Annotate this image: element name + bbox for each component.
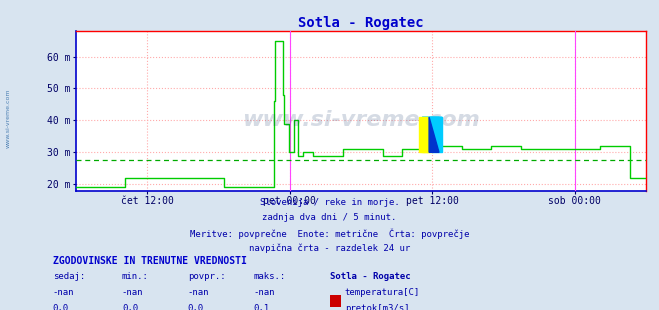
Text: 0,1: 0,1 [254, 304, 270, 310]
Text: -nan: -nan [53, 288, 74, 297]
Text: 0,0: 0,0 [188, 304, 204, 310]
Polygon shape [422, 117, 442, 152]
Text: min.:: min.: [122, 272, 149, 281]
Polygon shape [429, 117, 439, 152]
Text: 0,0: 0,0 [53, 304, 69, 310]
Text: Slovenija / reke in morje.: Slovenija / reke in morje. [260, 198, 399, 207]
Text: 0,0: 0,0 [122, 304, 138, 310]
Text: ZGODOVINSKE IN TRENUTNE VREDNOSTI: ZGODOVINSKE IN TRENUTNE VREDNOSTI [53, 256, 246, 266]
Text: -nan: -nan [122, 288, 144, 297]
Text: zadnja dva dni / 5 minut.: zadnja dva dni / 5 minut. [262, 213, 397, 222]
Polygon shape [422, 117, 442, 152]
Text: -nan: -nan [254, 288, 275, 297]
Text: Meritve: povprečne  Enote: metrične  Črta: povprečje: Meritve: povprečne Enote: metrične Črta:… [190, 228, 469, 239]
Text: Sotla - Rogatec: Sotla - Rogatec [330, 272, 410, 281]
Text: temperatura[C]: temperatura[C] [345, 288, 420, 297]
Text: navpična črta - razdelek 24 ur: navpična črta - razdelek 24 ur [249, 243, 410, 253]
Polygon shape [429, 117, 439, 152]
Text: pretok[m3/s]: pretok[m3/s] [345, 304, 409, 310]
Text: maks.:: maks.: [254, 272, 286, 281]
Text: sedaj:: sedaj: [53, 272, 85, 281]
Text: -nan: -nan [188, 288, 210, 297]
Bar [419, 117, 429, 152]
Text: povpr.:: povpr.: [188, 272, 225, 281]
Title: Sotla - Rogatec: Sotla - Rogatec [298, 16, 424, 30]
Text: www.si-vreme.com: www.si-vreme.com [5, 88, 11, 148]
Bar [422, 117, 432, 152]
Text: www.si-vreme.com: www.si-vreme.com [242, 110, 480, 131]
